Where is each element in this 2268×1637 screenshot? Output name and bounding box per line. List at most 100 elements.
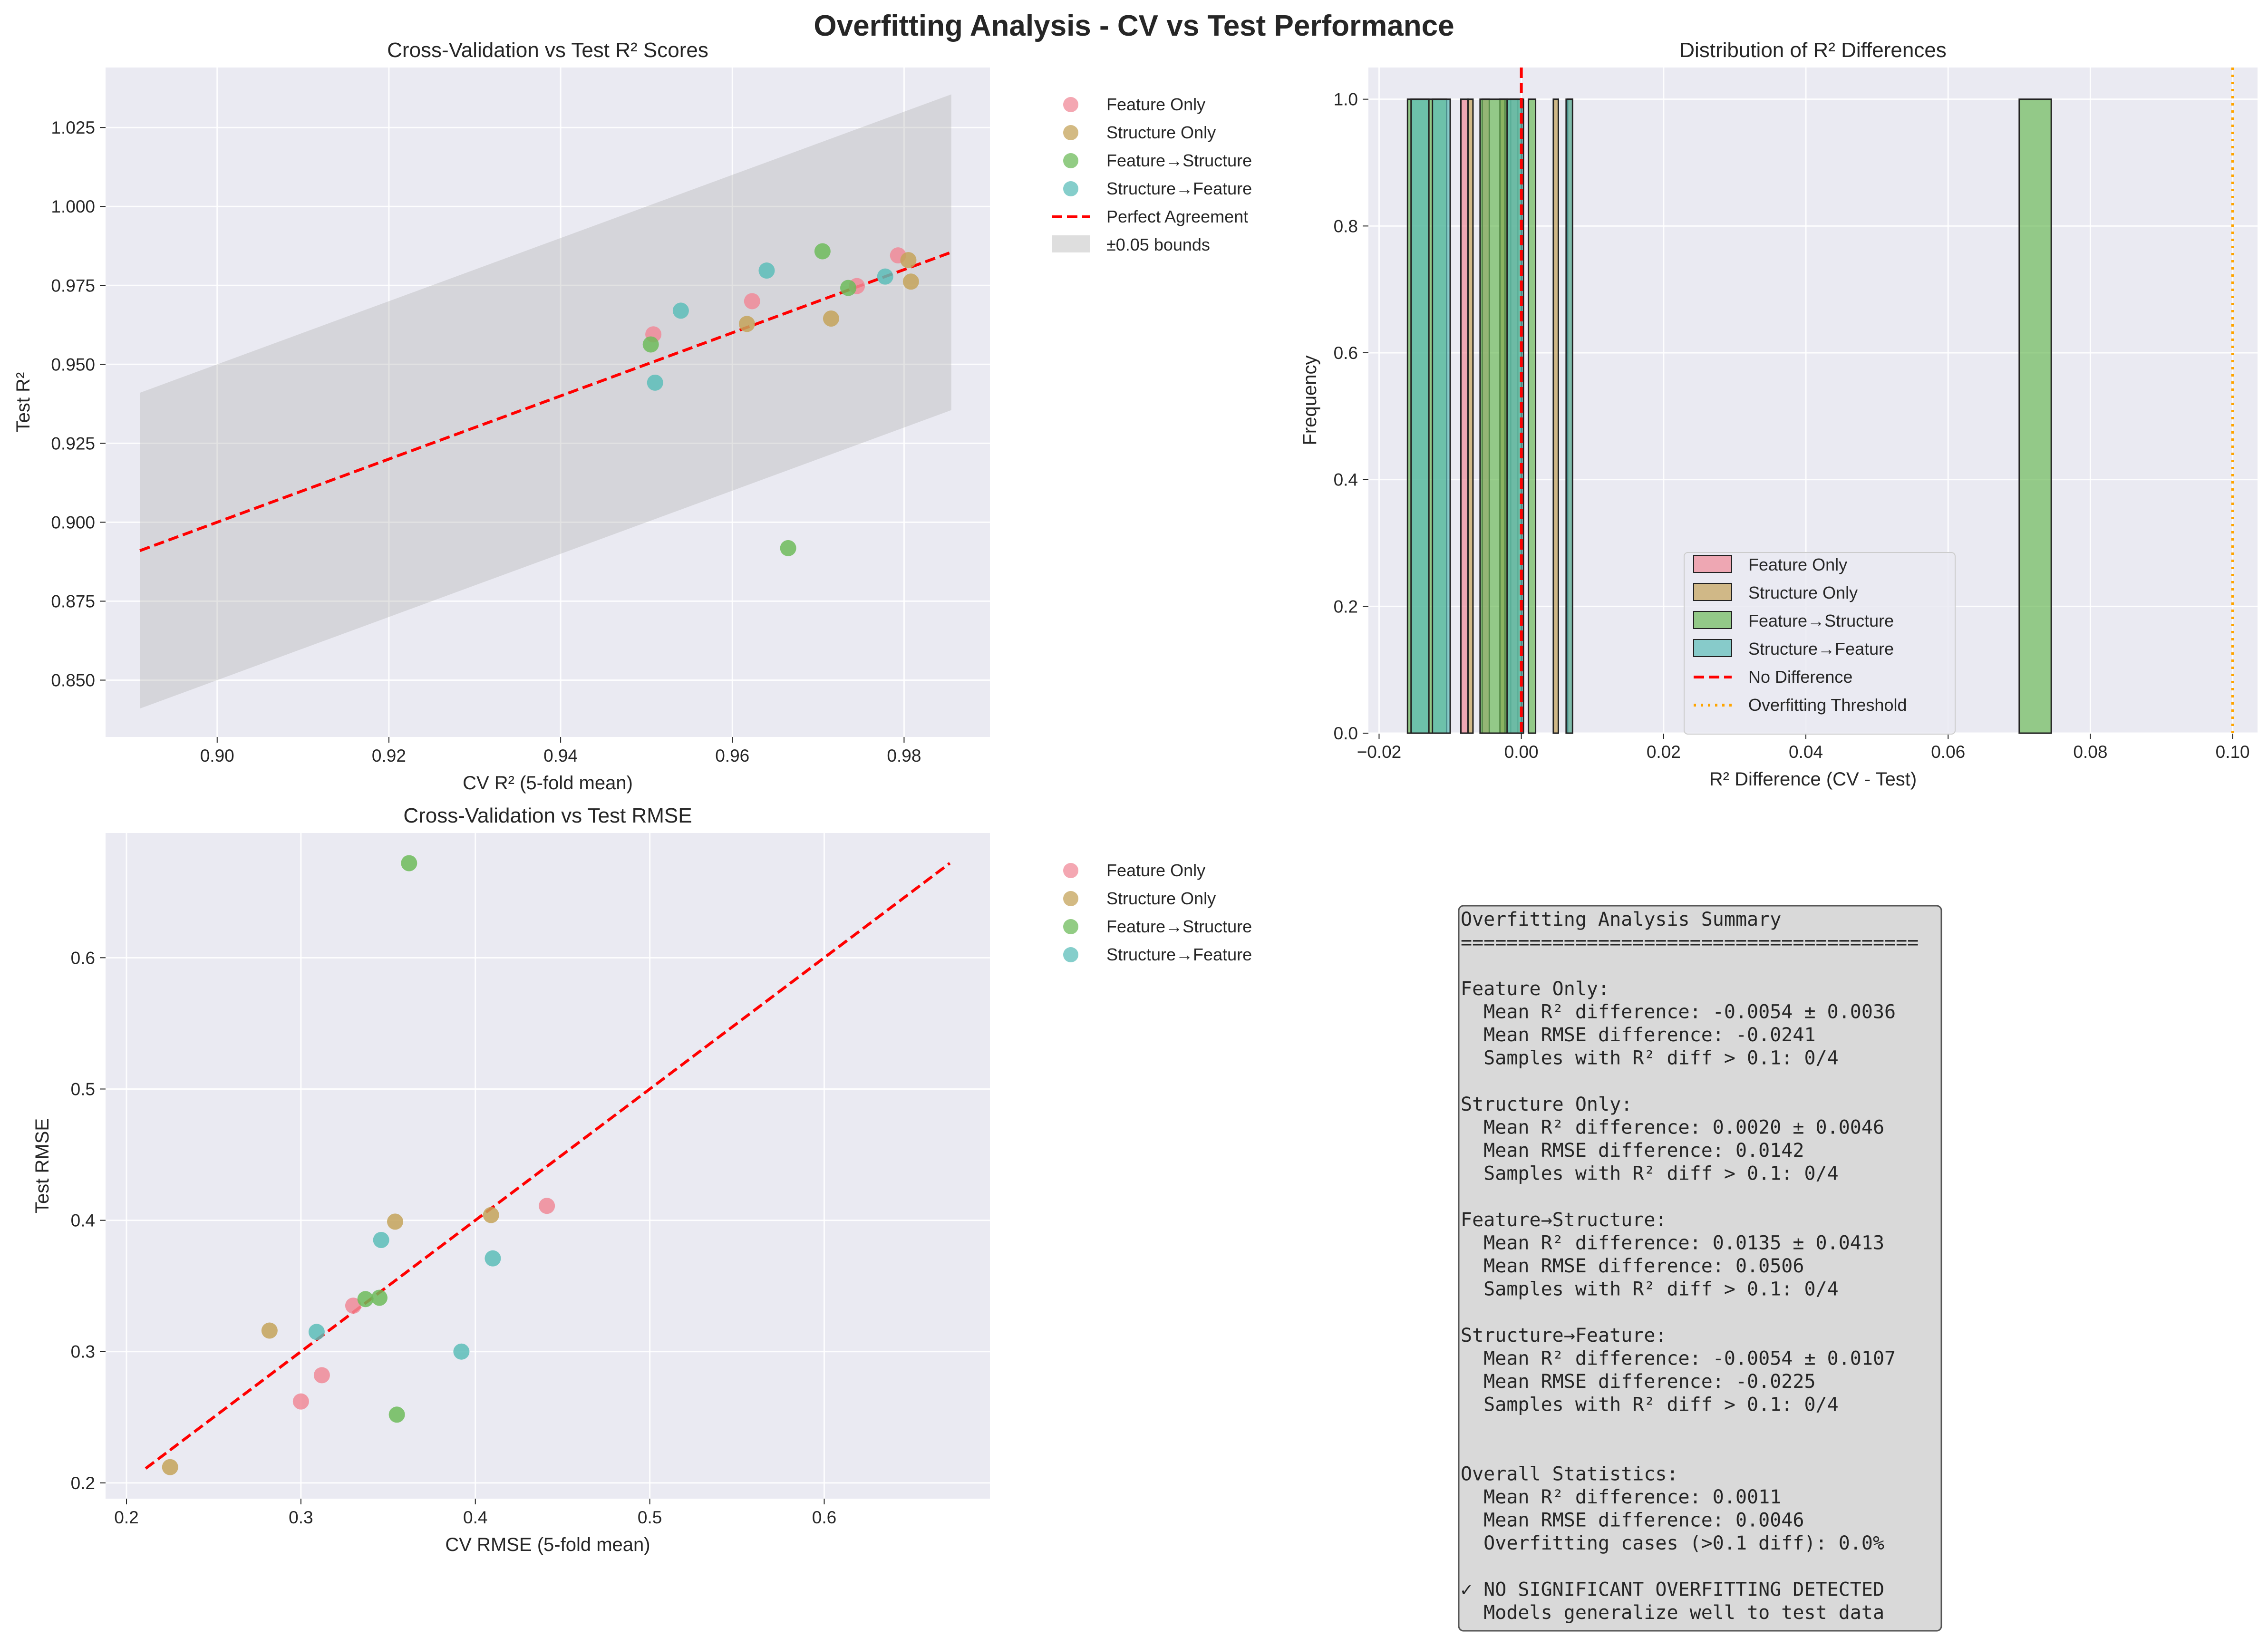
y-tick-label: 1.0 xyxy=(1334,90,1358,109)
point-feature-only xyxy=(539,1198,555,1214)
hist-bar-structure-to-feature xyxy=(1410,98,1430,734)
hist-bar-structure-only xyxy=(1552,98,1559,734)
y-tick-label: 0.875 xyxy=(51,591,95,611)
legend-marker-structure-to-feature xyxy=(1063,181,1078,196)
legend-label-feature-only: Feature Only xyxy=(1106,861,1205,880)
x-axis-label: CV RMSE (5-fold mean) xyxy=(445,1534,650,1555)
x-tick-label: 0.4 xyxy=(463,1508,487,1527)
legend-label-overfitting-threshold: Overfitting Threshold xyxy=(1748,695,1907,715)
legend-marker-feature-only xyxy=(1693,555,1732,573)
point-structure-only xyxy=(738,316,755,332)
summary-line: Feature Only: xyxy=(1461,978,1609,1000)
legend-label-structure-only: Structure Only xyxy=(1106,123,1216,142)
legend-label-structure-only: Structure Only xyxy=(1106,889,1216,908)
point-structure-only xyxy=(162,1459,178,1475)
y-axis-label: Test RMSE xyxy=(32,1118,53,1213)
point-structure-to-feature xyxy=(758,262,775,279)
summary-line: Models generalize well to test data xyxy=(1461,1602,1884,1624)
summary-line: Mean RMSE difference: -0.0225 xyxy=(1461,1371,1816,1393)
summary-line: Samples with R² diff > 0.1: 0/4 xyxy=(1461,1394,1839,1416)
y-tick-label: 0.850 xyxy=(51,670,95,690)
x-tick-label: 0.90 xyxy=(200,746,234,765)
y-tick-label: 0.8 xyxy=(1334,216,1358,236)
x-tick-label: 0.06 xyxy=(1931,742,1965,762)
y-tick-label: 0.975 xyxy=(51,276,95,295)
x-tick-label: 0.5 xyxy=(638,1508,662,1527)
summary-line: Mean RMSE difference: 0.0046 xyxy=(1461,1510,1804,1531)
x-axis-label: R² Difference (CV - Test) xyxy=(1709,769,1917,790)
y-tick-label: 0.4 xyxy=(1334,470,1358,490)
hist-bar-structure-to-feature xyxy=(1565,98,1573,734)
point-structure-to-feature xyxy=(672,302,689,319)
legend-label-feature-only: Feature Only xyxy=(1748,555,1847,574)
legend-label-feature-to-structure: Feature→Structure xyxy=(1748,611,1894,630)
y-tick-label: 0.950 xyxy=(51,355,95,374)
y-tick-label: 0.2 xyxy=(71,1473,95,1493)
point-feature-to-structure xyxy=(814,243,831,260)
hist-bar-structure-to-feature xyxy=(1432,98,1451,734)
point-structure-only xyxy=(387,1213,403,1230)
y-tick-label: 0.2 xyxy=(1334,597,1358,616)
summary-line: Mean RMSE difference: 0.0506 xyxy=(1461,1255,1804,1277)
point-feature-only xyxy=(345,1298,361,1314)
summary-panel: Overfitting Analysis Summary============… xyxy=(1458,905,1942,1632)
point-structure-only xyxy=(823,310,839,327)
x-axis-label: CV R² (5-fold mean) xyxy=(463,773,633,794)
y-tick-label: 0.6 xyxy=(71,948,95,968)
legend-label-structure-only: Structure Only xyxy=(1748,583,1858,602)
x-tick-label: 0.6 xyxy=(812,1508,836,1527)
r2-scatter-panel: 0.90 0.92 0.94 0.96 0.98 0.850 0.875 0.900 0.925… xyxy=(13,39,1252,794)
x-tick-label: 0.2 xyxy=(114,1508,138,1527)
summary-line: Overfitting Analysis Summary xyxy=(1461,909,1781,930)
summary-line: Mean R² difference: 0.0020 ± 0.0046 xyxy=(1461,1116,1884,1138)
y-tick-label: 0.925 xyxy=(51,434,95,453)
x-tick-label: −0.02 xyxy=(1357,742,1402,762)
rmse-scatter-panel: 0.2 0.3 0.4 0.5 0.6 0.2 0.3 0.4 0.5 0.6 Cross-Vali… xyxy=(32,804,1252,1555)
y-tick-label: 1.000 xyxy=(51,197,95,216)
legend-frame xyxy=(1684,552,1956,735)
summary-line: Mean R² difference: -0.0054 ± 0.0036 xyxy=(1461,1001,1896,1023)
hist-bar-feature-to-structure xyxy=(2018,98,2052,734)
point-structure-to-feature xyxy=(453,1343,470,1360)
summary-line: Samples with R² diff > 0.1: 0/4 xyxy=(1461,1047,1839,1069)
legend-label-structure-to-feature: Structure→Feature xyxy=(1106,179,1252,198)
point-feature-only xyxy=(313,1367,330,1384)
point-feature-only xyxy=(292,1393,309,1410)
point-structure-to-feature xyxy=(877,268,893,285)
x-tick-label: 0.08 xyxy=(2073,742,2107,762)
y-tick-label: 1.025 xyxy=(51,118,95,137)
legend-label-feature-to-structure: Feature→Structure xyxy=(1106,917,1252,936)
legend-marker-structure-only xyxy=(1063,891,1078,906)
x-tick-label: 0.3 xyxy=(289,1508,313,1527)
summary-line: ======================================== xyxy=(1461,932,1919,954)
point-feature-to-structure xyxy=(371,1289,388,1306)
hist-bar-feature-only xyxy=(1460,98,1469,734)
point-structure-to-feature xyxy=(647,374,663,391)
legend-marker-structure-to-feature xyxy=(1063,947,1078,962)
point-structure-to-feature xyxy=(485,1250,501,1267)
summary-line: Samples with R² diff > 0.1: 0/4 xyxy=(1461,1163,1839,1185)
summary-line: Overall Statistics: xyxy=(1461,1463,1678,1485)
axes-title: Cross-Validation vs Test R² Scores xyxy=(387,39,708,62)
x-tick-label: 0.02 xyxy=(1647,742,1681,762)
perfect-agreement-line xyxy=(139,251,952,552)
point-structure-to-feature xyxy=(373,1232,389,1249)
point-structure-only xyxy=(902,273,919,290)
legend-marker-structure-to-feature xyxy=(1693,639,1732,657)
point-structure-only xyxy=(483,1207,499,1223)
x-tick-label: 0.92 xyxy=(372,746,406,765)
y-axis-label: Frequency xyxy=(1299,356,1320,446)
y-tick-label: 0.3 xyxy=(71,1342,95,1362)
legend-label-feature-to-structure: Feature→Structure xyxy=(1106,151,1252,170)
legend-marker-feature-to-structure xyxy=(1693,611,1732,629)
y-tick-label: 0.6 xyxy=(1334,343,1358,363)
point-feature-to-structure xyxy=(780,540,796,556)
legend-marker-feature-only xyxy=(1063,863,1078,878)
summary-line: Mean R² difference: 0.0011 xyxy=(1461,1486,1781,1508)
summary-line: Samples with R² diff > 0.1: 0/4 xyxy=(1461,1279,1839,1300)
legend-marker-feature-only xyxy=(1063,97,1078,112)
x-tick-label: 0.94 xyxy=(543,746,578,765)
legend-label-perfect-agreement: Perfect Agreement xyxy=(1106,207,1248,226)
legend-label-no-difference: No Difference xyxy=(1748,667,1852,687)
